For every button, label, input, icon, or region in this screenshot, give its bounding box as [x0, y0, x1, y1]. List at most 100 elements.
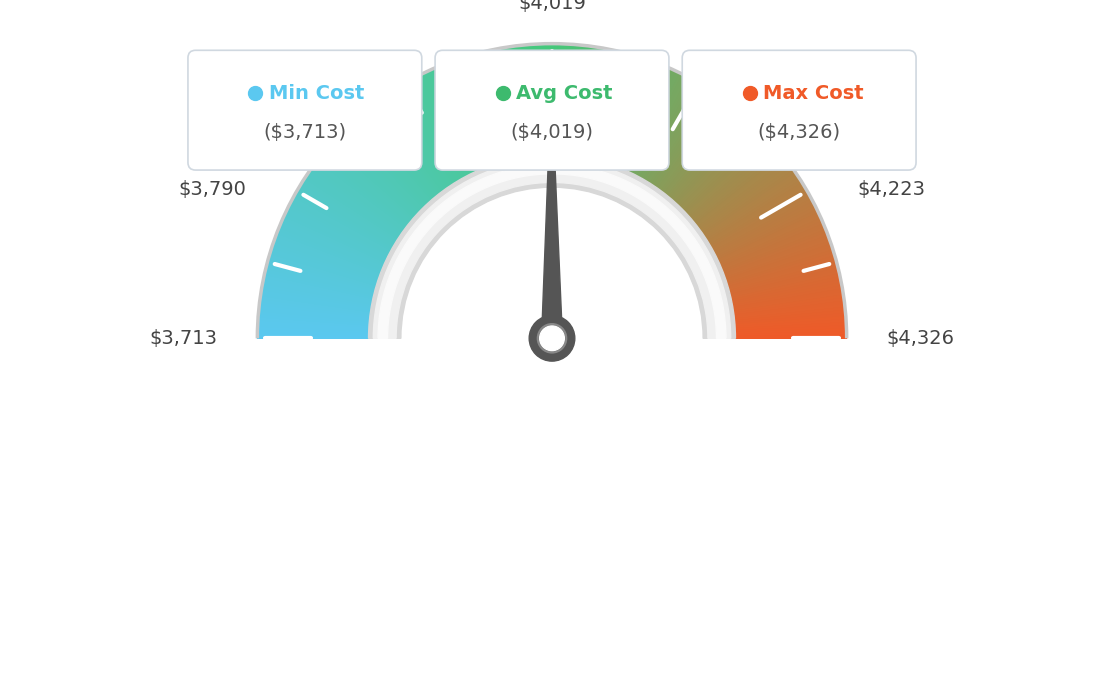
Wedge shape: [304, 178, 413, 249]
Wedge shape: [435, 67, 488, 186]
Wedge shape: [571, 46, 588, 173]
Wedge shape: [270, 247, 394, 288]
Wedge shape: [424, 72, 481, 188]
Wedge shape: [421, 73, 479, 189]
Wedge shape: [664, 119, 752, 216]
Wedge shape: [458, 58, 500, 181]
Wedge shape: [491, 50, 519, 175]
Wedge shape: [264, 274, 390, 304]
Wedge shape: [687, 165, 793, 242]
Wedge shape: [716, 295, 843, 316]
Wedge shape: [625, 73, 683, 189]
Wedge shape: [500, 48, 524, 175]
Wedge shape: [426, 70, 482, 188]
Wedge shape: [488, 50, 518, 176]
Wedge shape: [707, 227, 826, 277]
Wedge shape: [497, 48, 522, 175]
Wedge shape: [283, 216, 401, 270]
Wedge shape: [262, 286, 389, 310]
Wedge shape: [473, 54, 509, 178]
Wedge shape: [266, 265, 391, 299]
Text: $3,867: $3,867: [275, 61, 342, 79]
Wedge shape: [273, 241, 395, 285]
Wedge shape: [376, 100, 454, 205]
Circle shape: [529, 315, 575, 361]
Text: ($3,713): ($3,713): [263, 124, 347, 143]
Wedge shape: [688, 168, 794, 244]
Wedge shape: [677, 144, 775, 230]
Wedge shape: [703, 216, 821, 270]
Wedge shape: [595, 54, 631, 178]
Text: $4,223: $4,223: [858, 179, 926, 199]
Wedge shape: [418, 75, 478, 190]
Wedge shape: [689, 170, 796, 245]
Wedge shape: [710, 244, 832, 287]
Wedge shape: [396, 86, 466, 197]
Wedge shape: [561, 44, 571, 172]
Wedge shape: [336, 137, 431, 226]
Wedge shape: [371, 104, 452, 207]
Wedge shape: [378, 164, 726, 338]
Wedge shape: [718, 308, 846, 323]
Wedge shape: [580, 48, 604, 175]
Wedge shape: [638, 86, 708, 197]
Wedge shape: [297, 188, 408, 255]
Wedge shape: [629, 77, 691, 192]
Wedge shape: [578, 48, 602, 175]
Wedge shape: [559, 44, 567, 172]
Wedge shape: [665, 121, 754, 217]
Wedge shape: [711, 250, 835, 290]
Wedge shape: [585, 50, 613, 175]
Wedge shape: [346, 126, 437, 219]
Wedge shape: [668, 128, 761, 221]
Wedge shape: [567, 45, 583, 173]
Wedge shape: [659, 113, 744, 213]
Wedge shape: [327, 146, 426, 231]
Wedge shape: [288, 204, 404, 264]
Wedge shape: [537, 44, 545, 172]
Wedge shape: [295, 191, 408, 257]
Wedge shape: [626, 75, 686, 190]
Wedge shape: [615, 66, 666, 185]
Wedge shape: [711, 253, 835, 292]
Wedge shape: [562, 44, 574, 172]
Wedge shape: [506, 47, 528, 174]
Wedge shape: [608, 61, 655, 182]
Wedge shape: [262, 283, 389, 309]
Wedge shape: [275, 235, 396, 282]
Wedge shape: [410, 79, 474, 193]
Wedge shape: [690, 175, 799, 248]
Wedge shape: [307, 172, 414, 246]
Wedge shape: [257, 332, 385, 337]
Wedge shape: [415, 76, 477, 191]
Wedge shape: [652, 104, 733, 207]
Wedge shape: [650, 100, 728, 205]
Wedge shape: [634, 81, 699, 195]
Wedge shape: [369, 106, 450, 208]
Text: $3,713: $3,713: [149, 329, 217, 348]
Wedge shape: [673, 137, 768, 226]
Wedge shape: [644, 93, 718, 201]
Wedge shape: [619, 69, 675, 187]
Wedge shape: [343, 128, 436, 221]
Wedge shape: [697, 194, 810, 258]
Wedge shape: [323, 150, 424, 234]
Text: $4,326: $4,326: [887, 329, 955, 348]
Wedge shape: [712, 256, 836, 293]
Wedge shape: [305, 175, 414, 248]
Wedge shape: [265, 268, 391, 300]
Wedge shape: [266, 262, 391, 297]
Wedge shape: [598, 55, 637, 179]
Wedge shape: [576, 47, 598, 174]
Wedge shape: [700, 201, 815, 263]
Wedge shape: [278, 227, 397, 277]
Wedge shape: [290, 199, 405, 262]
Wedge shape: [481, 52, 514, 177]
Wedge shape: [354, 117, 442, 215]
Text: $4,019: $4,019: [518, 0, 586, 13]
Wedge shape: [707, 230, 827, 279]
Wedge shape: [449, 61, 496, 182]
Wedge shape: [678, 146, 777, 231]
Wedge shape: [716, 289, 843, 313]
Wedge shape: [280, 221, 400, 274]
